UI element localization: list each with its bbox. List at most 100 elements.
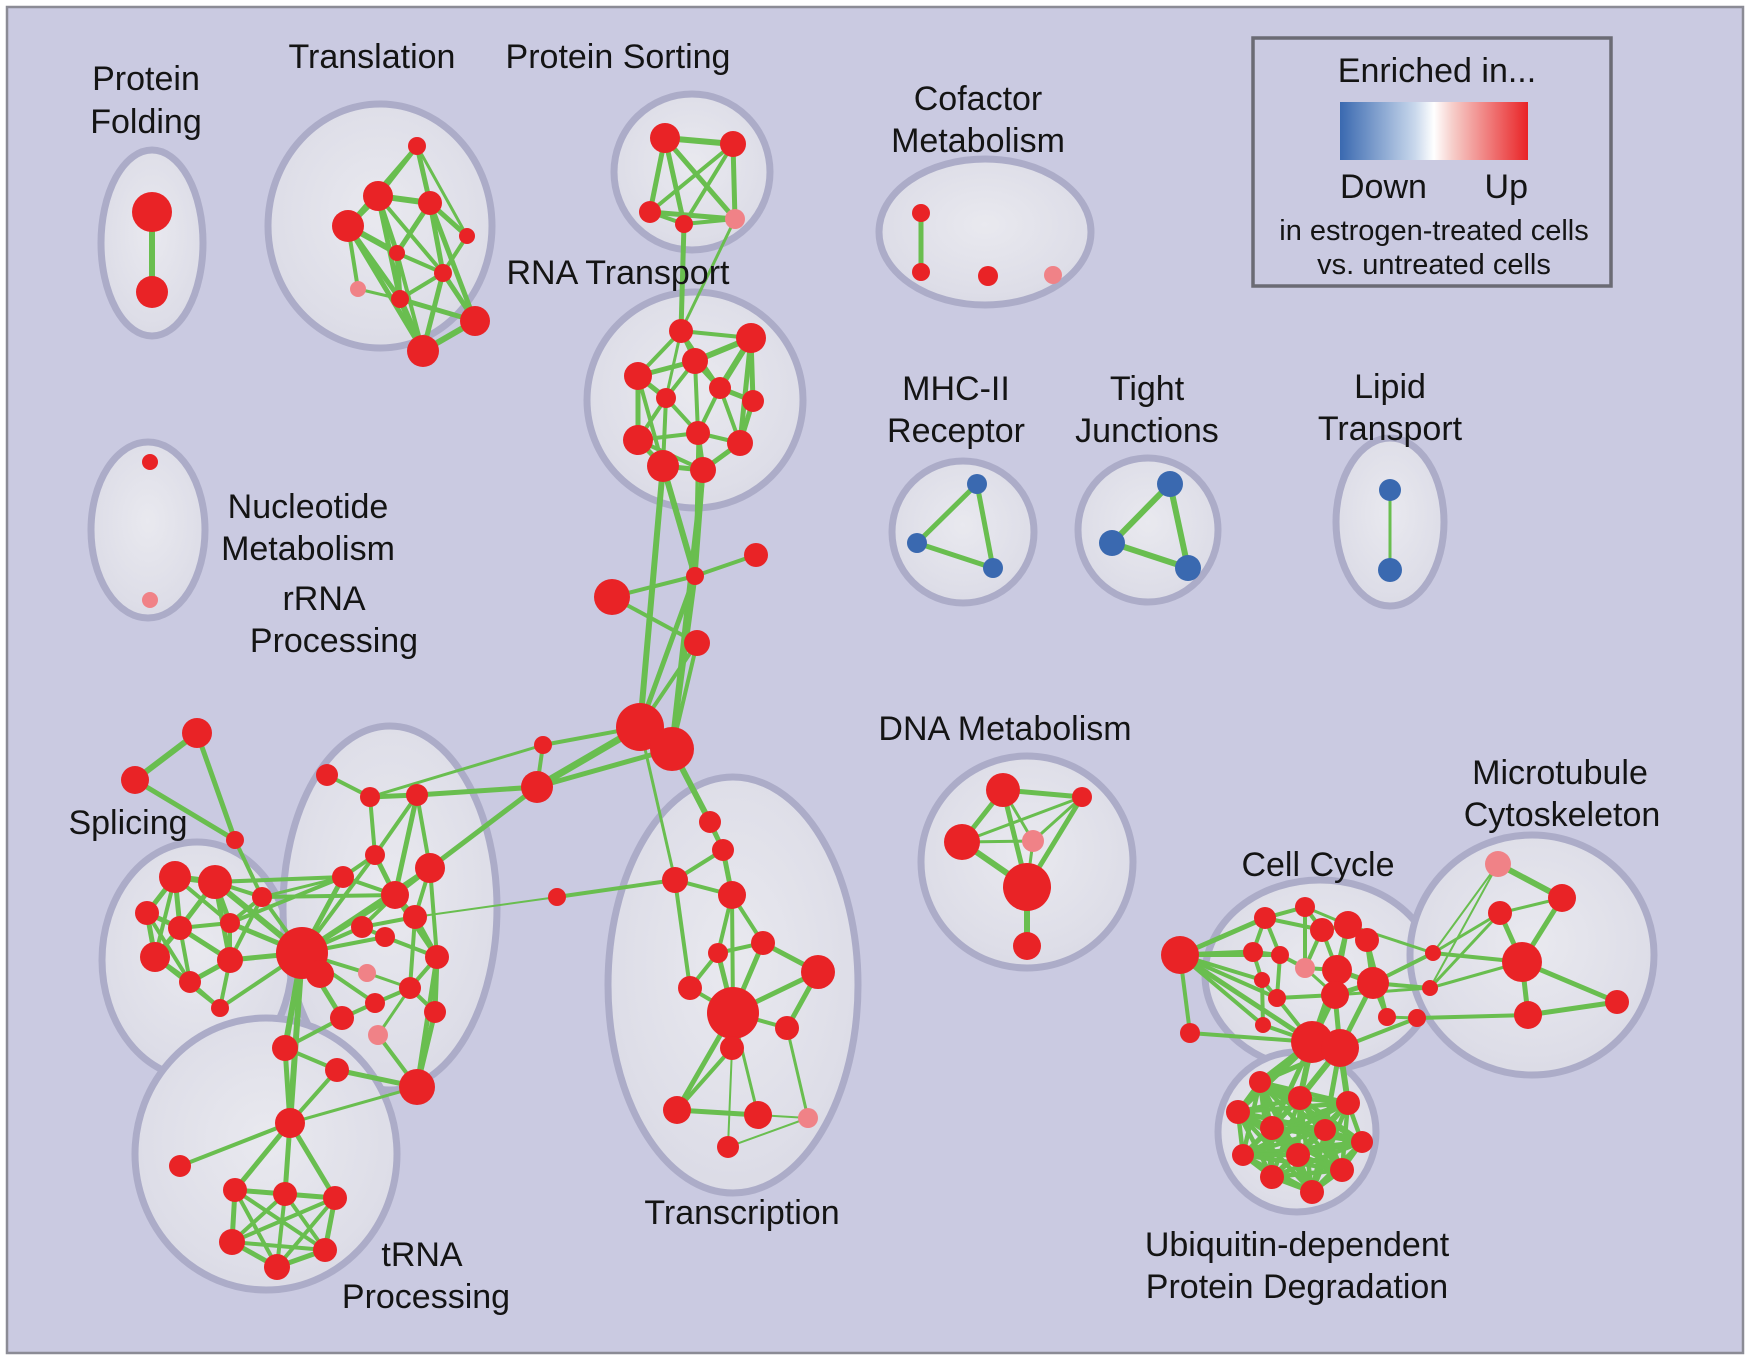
network-node: [275, 1108, 305, 1138]
network-edge: [647, 209, 738, 222]
network-node: [686, 421, 710, 445]
network-edge: [682, 142, 735, 226]
network-node: [1003, 863, 1051, 911]
network-node: [217, 947, 243, 973]
network-node: [132, 192, 172, 232]
network-node: [1232, 1144, 1254, 1166]
network-node: [1180, 1023, 1200, 1043]
network-node: [1485, 851, 1511, 877]
cluster-ellipse-tight-junctions: [1074, 454, 1222, 606]
network-node: [986, 773, 1020, 807]
network-node: [220, 913, 240, 933]
network-node: [1357, 967, 1389, 999]
network-edge: [145, 911, 192, 984]
network-node: [686, 567, 704, 585]
network-node: [639, 201, 661, 223]
network-node: [1351, 1131, 1373, 1153]
network-edge: [392, 792, 420, 898]
cluster-label-cofactor-metabolism: Metabolism: [891, 122, 1065, 160]
network-node: [662, 867, 688, 893]
cluster-label-cofactor-metabolism: Cofactor: [914, 80, 1043, 118]
network-node: [1254, 907, 1276, 929]
network-node: [140, 942, 170, 972]
network-node: [744, 543, 768, 567]
cluster-label-mhc-ii-receptor: Receptor: [887, 412, 1025, 450]
network-edge: [233, 838, 264, 899]
network-edge: [1525, 999, 1620, 1018]
network-node: [669, 319, 693, 343]
network-edge: [1177, 952, 1315, 1045]
network-edge: [637, 463, 666, 730]
network-node: [720, 1036, 744, 1060]
network-node: [313, 1238, 337, 1262]
cluster-label-tight-junctions: Junctions: [1075, 412, 1219, 450]
network-edge: [373, 793, 419, 857]
cluster-label-protein-sorting: Protein Sorting: [506, 38, 731, 76]
network-node: [647, 450, 679, 482]
network-node: [699, 811, 721, 833]
network-node: [650, 123, 680, 153]
network-node: [136, 276, 168, 308]
network-node: [332, 210, 364, 242]
network-node: [1378, 558, 1402, 582]
network-node: [351, 916, 373, 938]
network-edge: [288, 1085, 419, 1125]
network-node: [1310, 918, 1334, 942]
network-node: [663, 1096, 691, 1124]
network-node: [368, 1025, 388, 1045]
network-edge: [1429, 863, 1499, 989]
network-node: [1255, 1017, 1271, 1033]
network-node: [1300, 1180, 1324, 1204]
network-node: [169, 1155, 191, 1177]
network-node: [272, 1035, 298, 1061]
network-node: [1157, 471, 1183, 497]
network-node: [983, 558, 1003, 578]
network-node: [1226, 1100, 1250, 1124]
network-edge: [1431, 911, 1502, 955]
network-edge: [132, 777, 238, 843]
network-node: [1260, 1116, 1284, 1140]
network-node: [358, 964, 376, 982]
network-edge: [345, 223, 426, 354]
network-node: [460, 306, 490, 336]
network-edge: [1240, 1127, 1328, 1158]
network-node: [211, 999, 229, 1017]
network-node: [226, 831, 244, 849]
network-edge: [679, 217, 737, 333]
network-node: [684, 630, 710, 656]
network-node: [534, 736, 552, 754]
network-node: [712, 839, 734, 861]
network-node: [350, 281, 366, 297]
cluster-label-tight-junctions: Tight: [1110, 370, 1185, 408]
network-node: [323, 1186, 347, 1210]
cluster-label-microtubule-cytoskeleton: Microtubule: [1472, 754, 1648, 792]
network-edge: [914, 481, 980, 546]
network-node: [1175, 555, 1201, 581]
network-edge: [414, 954, 440, 1090]
legend-up-label: Up: [1485, 168, 1528, 206]
legend-down-label: Down: [1340, 168, 1427, 206]
network-edge: [648, 142, 735, 214]
network-node: [159, 861, 191, 893]
cluster-label-cell-cycle: Cell Cycle: [1241, 846, 1394, 884]
network-edge: [974, 481, 996, 571]
cluster-label-translation: Translation: [289, 38, 456, 76]
network-node: [264, 1254, 290, 1280]
network-node: [720, 131, 746, 157]
network-node: [967, 474, 987, 494]
network-node: [325, 1058, 349, 1082]
network-node: [179, 971, 201, 993]
legend: Enriched in... Down Up in estrogen-treat…: [1251, 36, 1613, 288]
network-node: [718, 881, 746, 909]
network-node: [978, 266, 998, 286]
network-node: [1422, 980, 1438, 996]
network-node: [775, 1016, 799, 1040]
network-edge: [275, 1196, 337, 1269]
cluster-label-lipid-transport: Transport: [1318, 410, 1463, 448]
network-edge: [678, 221, 687, 334]
network-node: [142, 592, 158, 608]
network-node: [624, 362, 652, 390]
legend-caption-line2: vs. untreated cells: [1317, 249, 1551, 281]
network-node: [1514, 1001, 1542, 1029]
network-edge: [427, 784, 540, 871]
